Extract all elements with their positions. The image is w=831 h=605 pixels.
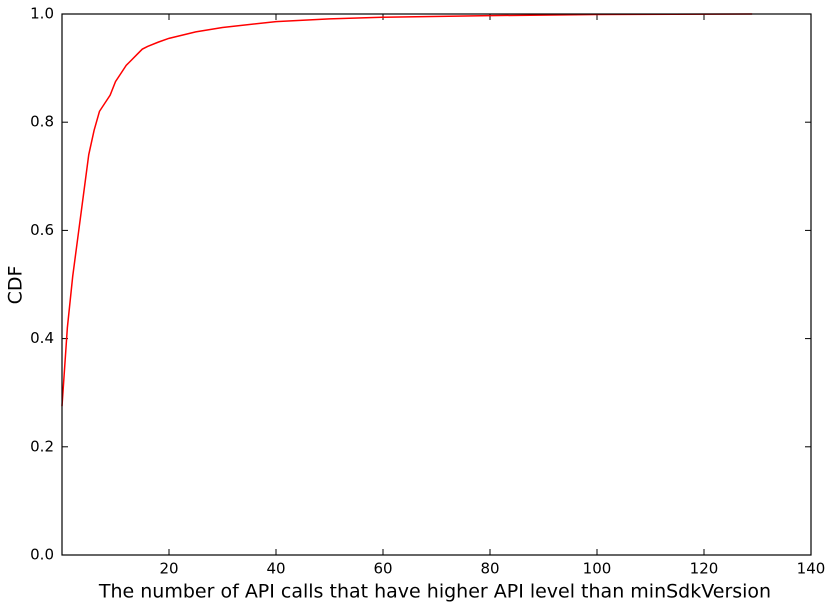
- x-tick-label: 40: [266, 560, 285, 578]
- x-tick-label: 20: [159, 560, 178, 578]
- cdf-line: [61, 13, 753, 407]
- y-tick-label: 0.6: [30, 221, 54, 239]
- x-tick-label: 140: [797, 560, 826, 578]
- x-tick-label: 100: [583, 560, 612, 578]
- x-tick-label: 60: [373, 560, 392, 578]
- y-tick-label: 0.0: [30, 546, 54, 564]
- y-axis-label: CDF: [5, 266, 27, 305]
- x-tick-label: 120: [690, 560, 719, 578]
- y-tick-label: 0.8: [30, 113, 54, 131]
- y-tick-label: 0.4: [30, 329, 54, 347]
- plot-frame: [61, 13, 812, 556]
- y-tick-label: 0.2: [30, 437, 54, 455]
- y-tick-label: 1.0: [30, 5, 54, 23]
- x-axis-label: The number of API calls that have higher…: [98, 581, 771, 603]
- x-tick-label: 80: [480, 560, 499, 578]
